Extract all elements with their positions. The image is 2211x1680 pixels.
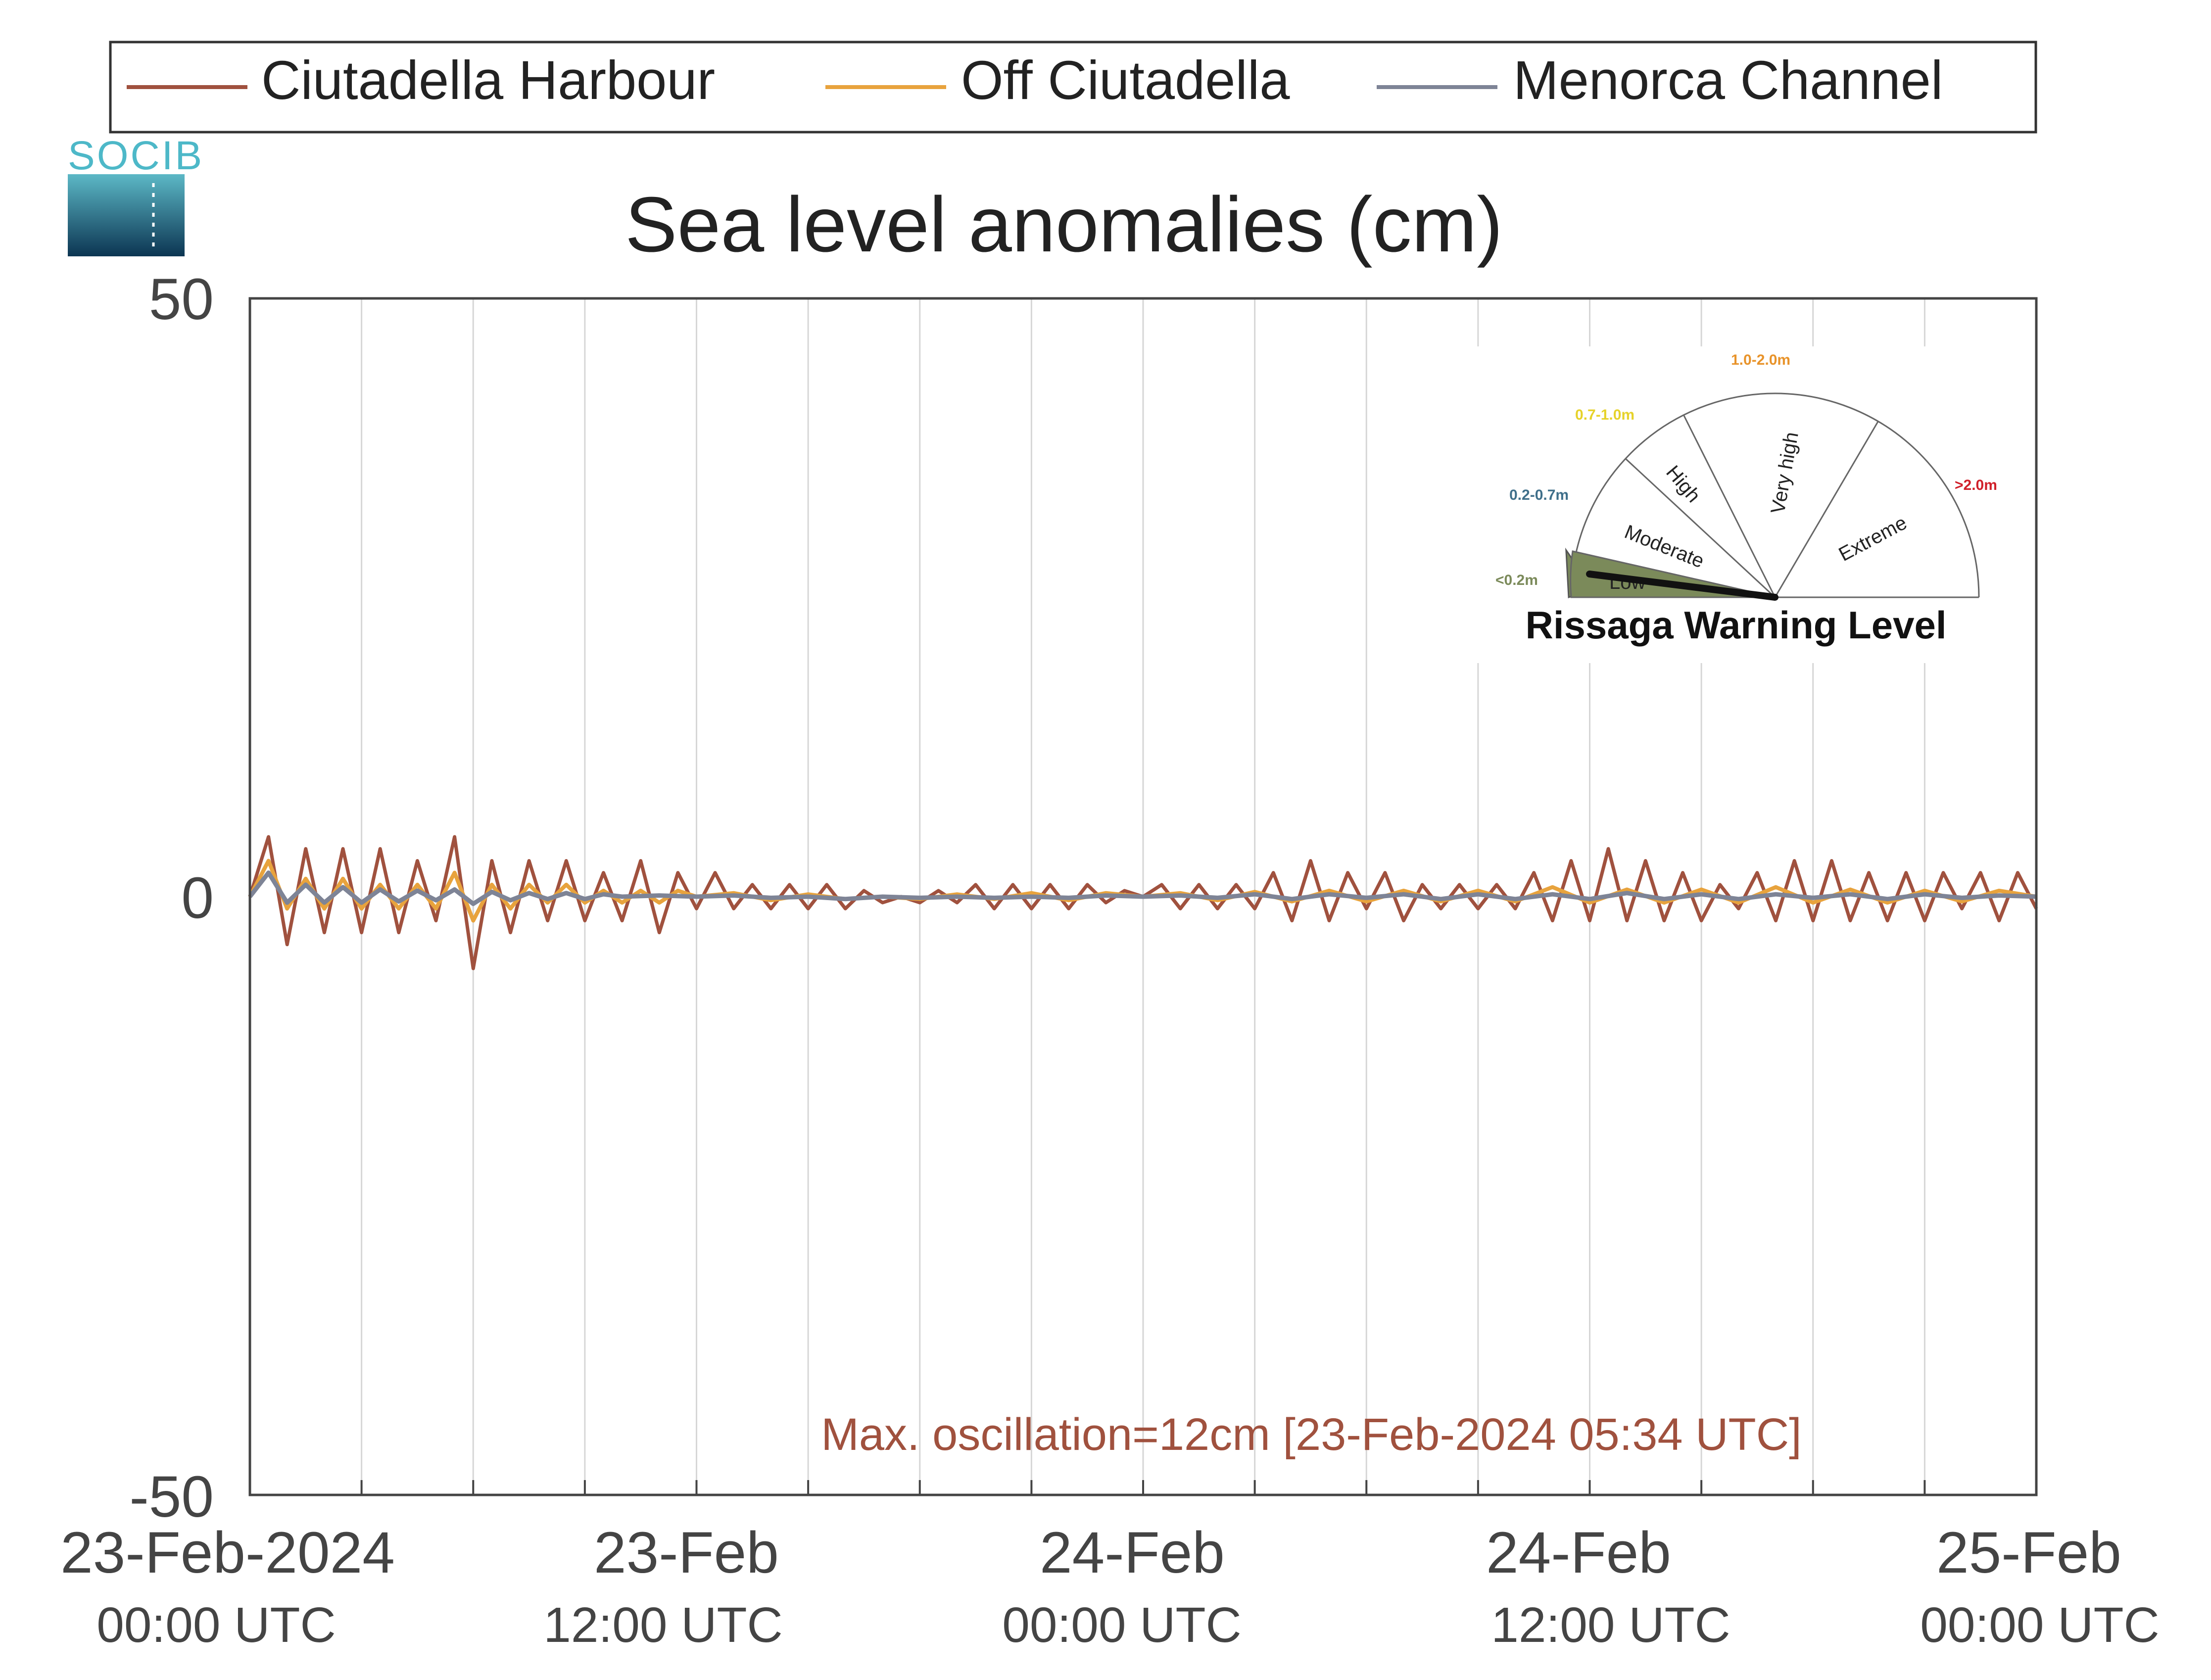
x-tick-date: 25-Feb	[1936, 1520, 2121, 1585]
legend: Ciutadella Harbour Off Ciutadella Menorc…	[109, 41, 2037, 134]
gauge-needle	[1586, 571, 1778, 601]
gauge-range-very-high: 1.0-2.0m	[1731, 352, 1790, 368]
chart-title: Sea level anomalies (cm)	[625, 181, 1503, 268]
series-group	[248, 835, 2038, 970]
gauge-range-moderate: 0.2-0.7m	[1509, 487, 1569, 503]
x-tick-time: 00:00 UTC	[1920, 1597, 2160, 1653]
gauge-title: Rissaga Warning Level	[1525, 603, 1946, 647]
logo-text: SOCIB	[68, 133, 204, 178]
x-tick-date: 24-Feb	[1486, 1520, 1671, 1585]
y-tick-label: -50	[129, 1464, 214, 1530]
gauge-divider	[1774, 421, 1879, 598]
x-tick-date: 24-Feb	[1040, 1520, 1225, 1585]
logo-wave-block	[68, 174, 185, 256]
legend-frame	[109, 41, 2037, 134]
x-tick-date: 23-Feb-2024	[60, 1520, 395, 1585]
rissaga-gauge: Low Moderate High Very high Extreme <0.2…	[1477, 346, 2012, 663]
y-axis: 50 0 -50	[129, 267, 214, 1530]
legend-label-1: Off Ciutadella	[961, 50, 1290, 111]
gauge-divider	[1625, 458, 1776, 598]
x-axis: 23-Feb-2024 00:00 UTC 23-Feb 12:00 UTC 2…	[60, 1520, 2160, 1653]
gauge-arc	[1570, 392, 1980, 598]
plot-frame	[248, 297, 2038, 1496]
y-tick-label: 0	[181, 865, 214, 931]
gauge-sector-low	[1570, 550, 1776, 598]
gauge-divider	[1683, 415, 1776, 598]
gauge-range-extreme: >2.0m	[1955, 477, 1997, 493]
gauge-range-low: <0.2m	[1495, 572, 1538, 588]
x-tick-time: 00:00 UTC	[1002, 1597, 1242, 1653]
legend-label-0: Ciutadella Harbour	[261, 50, 715, 111]
x-tick-time: 00:00 UTC	[96, 1597, 336, 1653]
series-line-menorca-channel	[248, 870, 2037, 906]
x-tick-date: 23-Feb	[594, 1520, 779, 1585]
y-tick-label: 50	[149, 267, 214, 332]
socib-logo: SOCIB	[68, 133, 204, 256]
max-oscillation-note: Max. oscillation=12cm [23-Feb-2024 05:34…	[821, 1409, 1802, 1460]
x-tick-time: 12:00 UTC	[543, 1597, 783, 1653]
gauge-range-high: 0.7-1.0m	[1575, 407, 1634, 423]
gauge-background	[1477, 346, 2012, 663]
legend-label-2: Menorca Channel	[1513, 50, 1943, 111]
x-tick-time: 12:00 UTC	[1491, 1597, 1730, 1653]
